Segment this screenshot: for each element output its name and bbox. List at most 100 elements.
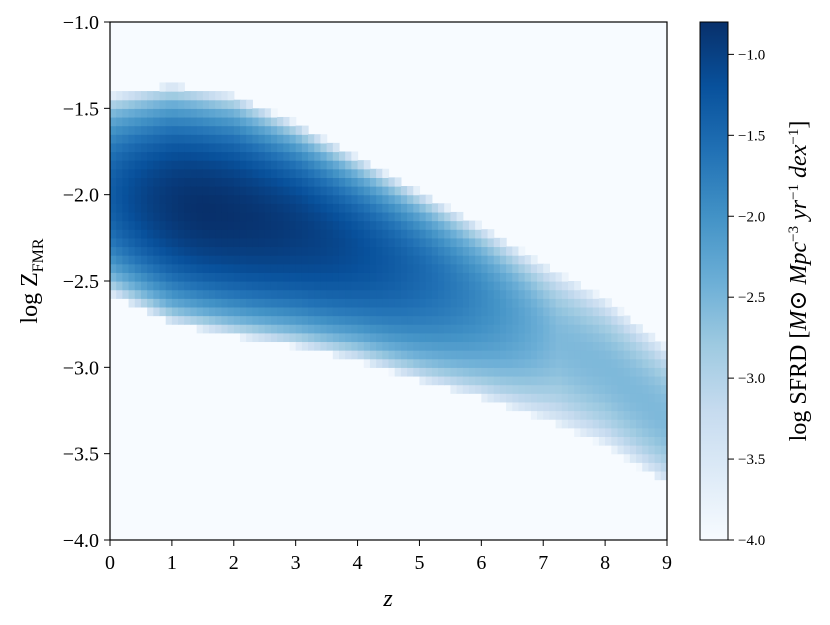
heatmap-cell xyxy=(413,246,421,256)
heatmap-cell xyxy=(357,298,365,308)
heatmap-cell xyxy=(444,272,451,282)
heatmap-cell xyxy=(481,315,489,325)
heatmap-cell xyxy=(506,350,513,360)
heatmap-cell xyxy=(116,289,123,299)
heatmap-cell xyxy=(147,160,154,170)
heatmap-cell xyxy=(376,220,383,230)
heatmap-cell xyxy=(320,341,328,351)
heatmap-cell xyxy=(382,229,390,239)
heatmap-cell xyxy=(555,332,563,343)
heatmap-cell xyxy=(660,341,667,351)
heatmap-cell xyxy=(264,255,272,265)
heatmap-cell xyxy=(369,246,377,256)
heatmap-cell xyxy=(147,116,154,127)
heatmap-cell xyxy=(320,177,328,187)
heatmap-cell xyxy=(147,255,154,265)
heatmap-cell xyxy=(239,125,247,135)
heatmap-cell xyxy=(190,272,198,282)
heatmap-cell xyxy=(134,211,142,222)
heatmap-cell xyxy=(468,332,476,343)
heatmap-cell xyxy=(326,289,334,299)
heatmap-cell xyxy=(277,255,284,265)
heatmap-cell xyxy=(184,315,192,325)
heatmap-cell xyxy=(308,211,315,222)
heatmap-cell xyxy=(419,246,427,256)
heatmap-cell xyxy=(592,401,600,412)
heatmap-cell xyxy=(493,367,501,377)
heatmap-cell xyxy=(425,194,433,204)
x-tick-label: 1 xyxy=(167,552,177,574)
heatmap-cell xyxy=(215,125,222,135)
heatmap-cell xyxy=(332,220,340,230)
heatmap-cell xyxy=(246,289,253,299)
heatmap-cell xyxy=(277,315,284,325)
heatmap-cell xyxy=(642,419,650,429)
heatmap-cell xyxy=(277,151,284,161)
heatmap-cell xyxy=(487,306,495,317)
heatmap-cell xyxy=(178,91,185,101)
heatmap-cell xyxy=(184,220,192,230)
heatmap-cell xyxy=(636,367,643,377)
heatmap-cell xyxy=(499,350,507,360)
heatmap-cell xyxy=(178,220,185,230)
heatmap-cell xyxy=(438,229,445,239)
heatmap-cell xyxy=(456,246,464,256)
heatmap-cell xyxy=(425,255,433,265)
heatmap-cell xyxy=(567,419,575,429)
heatmap-cell xyxy=(196,220,204,230)
heatmap-cell xyxy=(345,220,352,230)
heatmap-cell xyxy=(159,134,167,144)
heatmap-cell xyxy=(122,99,130,109)
heatmap-cell xyxy=(580,306,588,317)
heatmap-cell xyxy=(407,203,414,213)
heatmap-cell xyxy=(629,375,637,386)
heatmap-cell xyxy=(394,358,402,368)
heatmap-cell xyxy=(660,350,667,360)
heatmap-cell xyxy=(239,116,247,127)
colorbar-label-part: yr xyxy=(786,199,812,226)
heatmap-cell xyxy=(555,367,563,377)
heatmap-cell xyxy=(512,367,520,377)
heatmap-cell xyxy=(221,246,229,256)
heatmap-cell xyxy=(388,246,396,256)
heatmap-cell xyxy=(264,116,272,127)
heatmap-cell xyxy=(209,125,216,135)
heatmap-cell xyxy=(598,419,606,429)
heatmap-cell xyxy=(413,203,421,213)
heatmap-cell xyxy=(598,367,606,377)
heatmap-cell xyxy=(128,134,136,144)
heatmap-cell xyxy=(468,289,476,299)
heatmap-cell xyxy=(407,341,414,351)
heatmap-cell xyxy=(400,263,408,273)
heatmap-cell xyxy=(215,116,222,127)
heatmap-cell xyxy=(215,272,222,282)
heatmap-cell xyxy=(462,324,470,334)
x-tick-label: 5 xyxy=(414,552,424,574)
heatmap-cell xyxy=(159,298,167,308)
heatmap-cell xyxy=(295,177,303,187)
heatmap-cell xyxy=(314,281,322,291)
heatmap-cell xyxy=(140,160,148,170)
heatmap-cell xyxy=(363,246,371,256)
y-axis-label-main: log Z xyxy=(17,272,43,323)
heatmap-cell xyxy=(153,263,161,273)
heatmap-cell xyxy=(122,108,130,118)
heatmap-cell xyxy=(468,246,476,256)
heatmap-cell xyxy=(413,289,421,299)
heatmap-cell xyxy=(209,324,216,334)
heatmap-cell xyxy=(456,263,464,273)
heatmap-cell xyxy=(537,393,544,403)
heatmap-cell xyxy=(407,332,414,343)
heatmap-cell xyxy=(407,220,414,230)
heatmap-cell xyxy=(308,203,315,213)
heatmap-cell xyxy=(314,186,322,196)
heatmap-cell xyxy=(221,298,229,308)
heatmap-cell xyxy=(196,99,204,109)
heatmap-cell xyxy=(407,272,414,282)
heatmap-cell xyxy=(122,263,130,273)
heatmap-cell xyxy=(567,281,575,291)
heatmap-cell xyxy=(258,332,266,343)
heatmap-cell xyxy=(351,177,359,187)
heatmap-cell xyxy=(425,289,433,299)
heatmap-cell xyxy=(190,91,198,101)
